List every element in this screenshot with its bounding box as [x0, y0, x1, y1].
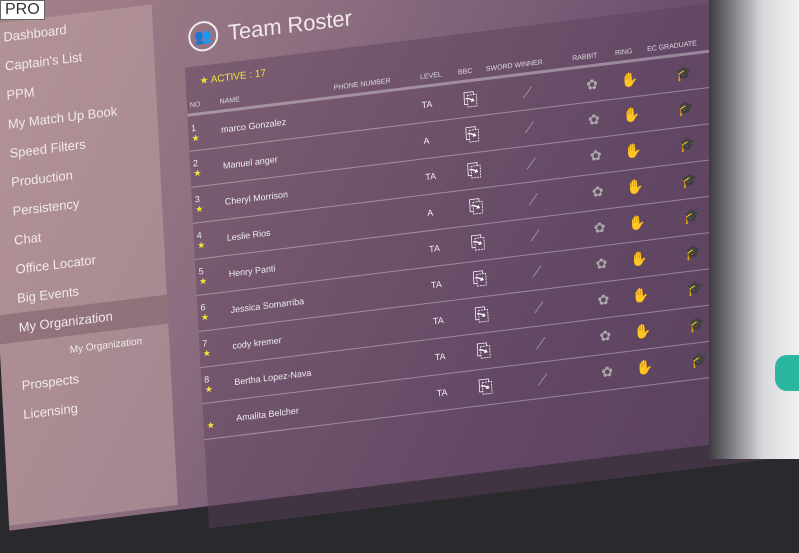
row-number: 8 ★	[200, 363, 233, 404]
rabbit-icon: ✿	[571, 99, 617, 141]
active-label: ACTIVE : 17	[210, 67, 267, 86]
hand-icon: ✋	[627, 347, 662, 388]
level: TA	[432, 370, 473, 412]
rabbit-icon: ✿	[582, 315, 628, 357]
rabbit-icon: ✿	[581, 279, 626, 321]
star-icon[interactable]: ★	[193, 167, 202, 179]
hand-icon: ✋	[618, 167, 653, 208]
level: TA	[428, 298, 469, 340]
sidebar: Dashboard Captain's List PPM My Match Up Bo…	[0, 4, 178, 526]
logo: PRO	[0, 0, 45, 20]
bookmark-icon: ⎘	[459, 151, 490, 191]
row-number: 3 ★	[191, 183, 223, 224]
bookmark-icon: ⎘	[457, 114, 488, 155]
bookmark-icon: ⎘	[468, 331, 499, 371]
title-text: Team Roster	[227, 5, 353, 46]
row-number: 1 ★	[187, 111, 220, 152]
hand-icon: ✋	[612, 59, 647, 100]
bookmark-icon: ⎘	[466, 295, 497, 335]
rabbit-icon: ✿	[575, 171, 621, 213]
star-icon[interactable]: ★	[200, 311, 210, 323]
hand-icon: ✋	[620, 203, 655, 244]
row-no	[206, 411, 207, 421]
level: A	[419, 118, 460, 160]
hand-icon: ✋	[623, 275, 658, 316]
row-number: ★	[202, 399, 235, 440]
star-icon[interactable]: ★	[191, 131, 200, 143]
star-icon[interactable]: ★	[198, 275, 208, 287]
row-number: 4 ★	[193, 219, 225, 260]
level: TA	[427, 262, 467, 304]
row-number: 6 ★	[196, 291, 229, 332]
star-icon[interactable]: ★	[196, 239, 206, 251]
rabbit-icon: ✿	[577, 207, 622, 249]
roster-panel: ★ ACTIVE : 17 NO NAME PHONE NUMBER LEVEL BBC…	[184, 0, 799, 529]
bookmark-icon: ⎘	[465, 259, 495, 299]
star-icon[interactable]: ★	[195, 203, 204, 215]
row-number: 7 ★	[198, 327, 231, 368]
hand-icon: ✋	[621, 239, 656, 280]
level: TA	[417, 82, 458, 124]
bookmark-icon: ⎘	[463, 223, 493, 263]
level: A	[423, 190, 464, 232]
hand-icon: ✋	[616, 131, 651, 172]
level: TA	[425, 226, 466, 268]
bookmark-icon: ⎘	[470, 367, 501, 407]
help-button[interactable]	[775, 355, 799, 391]
bookmark-icon: ⎘	[455, 78, 486, 119]
star-icon[interactable]: ★	[202, 347, 212, 359]
rabbit-icon: ✿	[573, 135, 619, 177]
page-title: 👥 Team Roster	[187, 3, 353, 54]
bookmark-icon: ⎘	[461, 187, 492, 227]
level: TA	[430, 334, 471, 376]
row-number: 2 ★	[189, 147, 221, 188]
rabbit-icon: ✿	[579, 243, 624, 285]
app-screen: Dashboard Captain's List PPM My Match Up Bo…	[0, 0, 799, 531]
level: TA	[421, 154, 462, 196]
row-number: 5 ★	[194, 255, 227, 296]
star-icon[interactable]: ★	[206, 419, 215, 431]
rabbit-icon: ✿	[569, 63, 615, 105]
star-icon[interactable]: ★	[204, 383, 214, 395]
group-icon: 👥	[187, 19, 219, 54]
hand-icon: ✋	[625, 311, 660, 352]
rabbit-icon: ✿	[584, 351, 630, 393]
hand-icon: ✋	[614, 95, 649, 136]
